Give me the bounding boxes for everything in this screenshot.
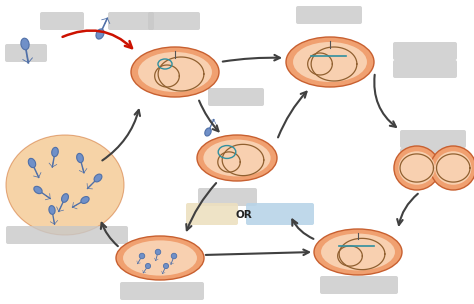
Ellipse shape — [138, 52, 212, 92]
FancyBboxPatch shape — [393, 60, 457, 78]
Ellipse shape — [116, 236, 204, 280]
Ellipse shape — [293, 42, 367, 82]
FancyBboxPatch shape — [246, 203, 314, 225]
Ellipse shape — [52, 147, 58, 157]
FancyBboxPatch shape — [198, 188, 257, 206]
FancyBboxPatch shape — [5, 44, 47, 62]
Ellipse shape — [321, 233, 395, 270]
Ellipse shape — [164, 263, 169, 269]
Ellipse shape — [146, 263, 151, 269]
Ellipse shape — [430, 146, 474, 190]
Text: OR: OR — [236, 210, 252, 220]
Ellipse shape — [34, 186, 42, 194]
Ellipse shape — [28, 158, 36, 168]
Ellipse shape — [171, 253, 177, 259]
FancyBboxPatch shape — [393, 42, 457, 60]
Ellipse shape — [131, 47, 219, 97]
FancyBboxPatch shape — [320, 276, 398, 294]
FancyBboxPatch shape — [400, 130, 466, 148]
Ellipse shape — [286, 37, 374, 87]
Ellipse shape — [205, 128, 211, 136]
FancyBboxPatch shape — [120, 282, 204, 300]
Ellipse shape — [21, 38, 29, 50]
Ellipse shape — [394, 146, 439, 190]
Ellipse shape — [6, 135, 124, 235]
Ellipse shape — [123, 240, 197, 276]
Ellipse shape — [77, 154, 83, 163]
Ellipse shape — [49, 206, 55, 214]
Ellipse shape — [139, 253, 145, 259]
Ellipse shape — [197, 135, 277, 181]
Ellipse shape — [399, 151, 435, 185]
Ellipse shape — [314, 229, 402, 275]
Ellipse shape — [435, 151, 472, 185]
Ellipse shape — [62, 194, 68, 202]
FancyBboxPatch shape — [148, 12, 200, 30]
Ellipse shape — [96, 29, 104, 39]
FancyBboxPatch shape — [208, 88, 264, 106]
Ellipse shape — [81, 197, 89, 203]
FancyBboxPatch shape — [186, 203, 238, 225]
FancyBboxPatch shape — [6, 226, 128, 244]
FancyBboxPatch shape — [108, 12, 154, 30]
FancyBboxPatch shape — [400, 148, 466, 166]
Ellipse shape — [203, 140, 271, 176]
Ellipse shape — [94, 174, 102, 182]
Ellipse shape — [155, 249, 161, 255]
FancyBboxPatch shape — [40, 12, 84, 30]
FancyBboxPatch shape — [296, 6, 362, 24]
